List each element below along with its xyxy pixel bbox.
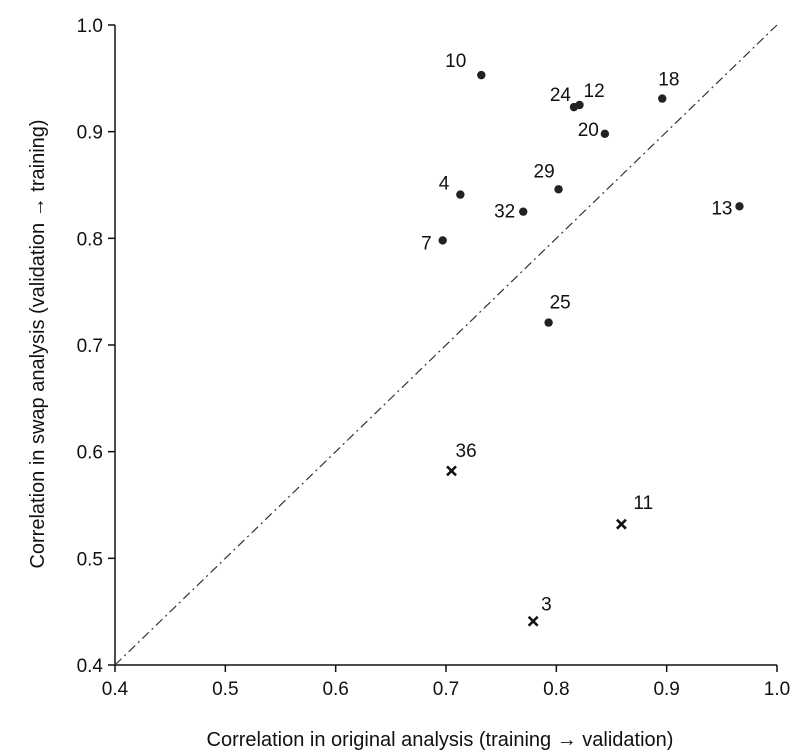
y-axis-title: Correlation in swap analysis (validation… <box>27 119 49 568</box>
point-label: 32 <box>494 202 515 223</box>
x-tick-label: 0.6 <box>322 679 348 700</box>
x-tick-label: 0.7 <box>433 679 459 700</box>
point-label: 4 <box>439 174 450 195</box>
dot-point <box>544 318 553 327</box>
y-tick-label: 0.5 <box>77 549 103 570</box>
x-tick-label: 0.5 <box>212 679 238 700</box>
point-label: 3 <box>541 594 552 615</box>
point-label: 36 <box>456 441 477 462</box>
axes: 0.4 0.5 0.6 0.7 0.8 0.9 1.0 0.4 0.5 0.6 0.7 0.8 0.9 1… <box>77 16 791 700</box>
dot-point <box>735 202 744 211</box>
dot-point <box>456 190 465 199</box>
point-label: 24 <box>550 85 572 106</box>
point-label: 11 <box>633 493 653 514</box>
x-tick-label: 1.0 <box>764 679 790 700</box>
point-label: 29 <box>534 161 555 182</box>
point-label: 20 <box>578 120 599 141</box>
y-tick-label: 0.8 <box>77 229 103 250</box>
x-axis-title: Correlation in original analysis (traini… <box>207 729 674 751</box>
reference-line-group <box>114 24 778 666</box>
y-tick-label: 0.7 <box>77 336 103 357</box>
y-tick-label: 0.6 <box>77 443 103 464</box>
y-tick-label: 1.0 <box>77 16 103 37</box>
points-group <box>438 70 744 627</box>
dot-point <box>554 185 563 194</box>
cross-point <box>527 615 539 627</box>
dot-point <box>658 94 667 103</box>
dot-point <box>438 236 447 245</box>
dot-point <box>477 70 486 80</box>
cross-point <box>446 465 457 477</box>
reference-line <box>114 24 778 666</box>
y-tick-label: 0.4 <box>77 656 104 677</box>
x-tick-label: 0.9 <box>653 679 679 700</box>
dot-point <box>600 129 610 138</box>
point-label: 12 <box>584 81 605 102</box>
y-tick-label: 0.9 <box>77 123 103 144</box>
dot-point <box>519 207 528 216</box>
point-label: 10 <box>445 51 466 72</box>
x-tick-label: 0.4 <box>102 679 129 700</box>
cross-point <box>616 518 627 530</box>
point-label: 18 <box>658 70 679 91</box>
point-label: 7 <box>421 233 432 254</box>
x-tick-label: 0.8 <box>543 679 569 700</box>
point-label: 13 <box>711 198 732 219</box>
point-labels-group: 10 12 24 18 20 29 4 32 13 7 25 36 11 3 <box>421 51 732 615</box>
point-label: 25 <box>550 293 571 314</box>
dot-point <box>569 102 579 112</box>
